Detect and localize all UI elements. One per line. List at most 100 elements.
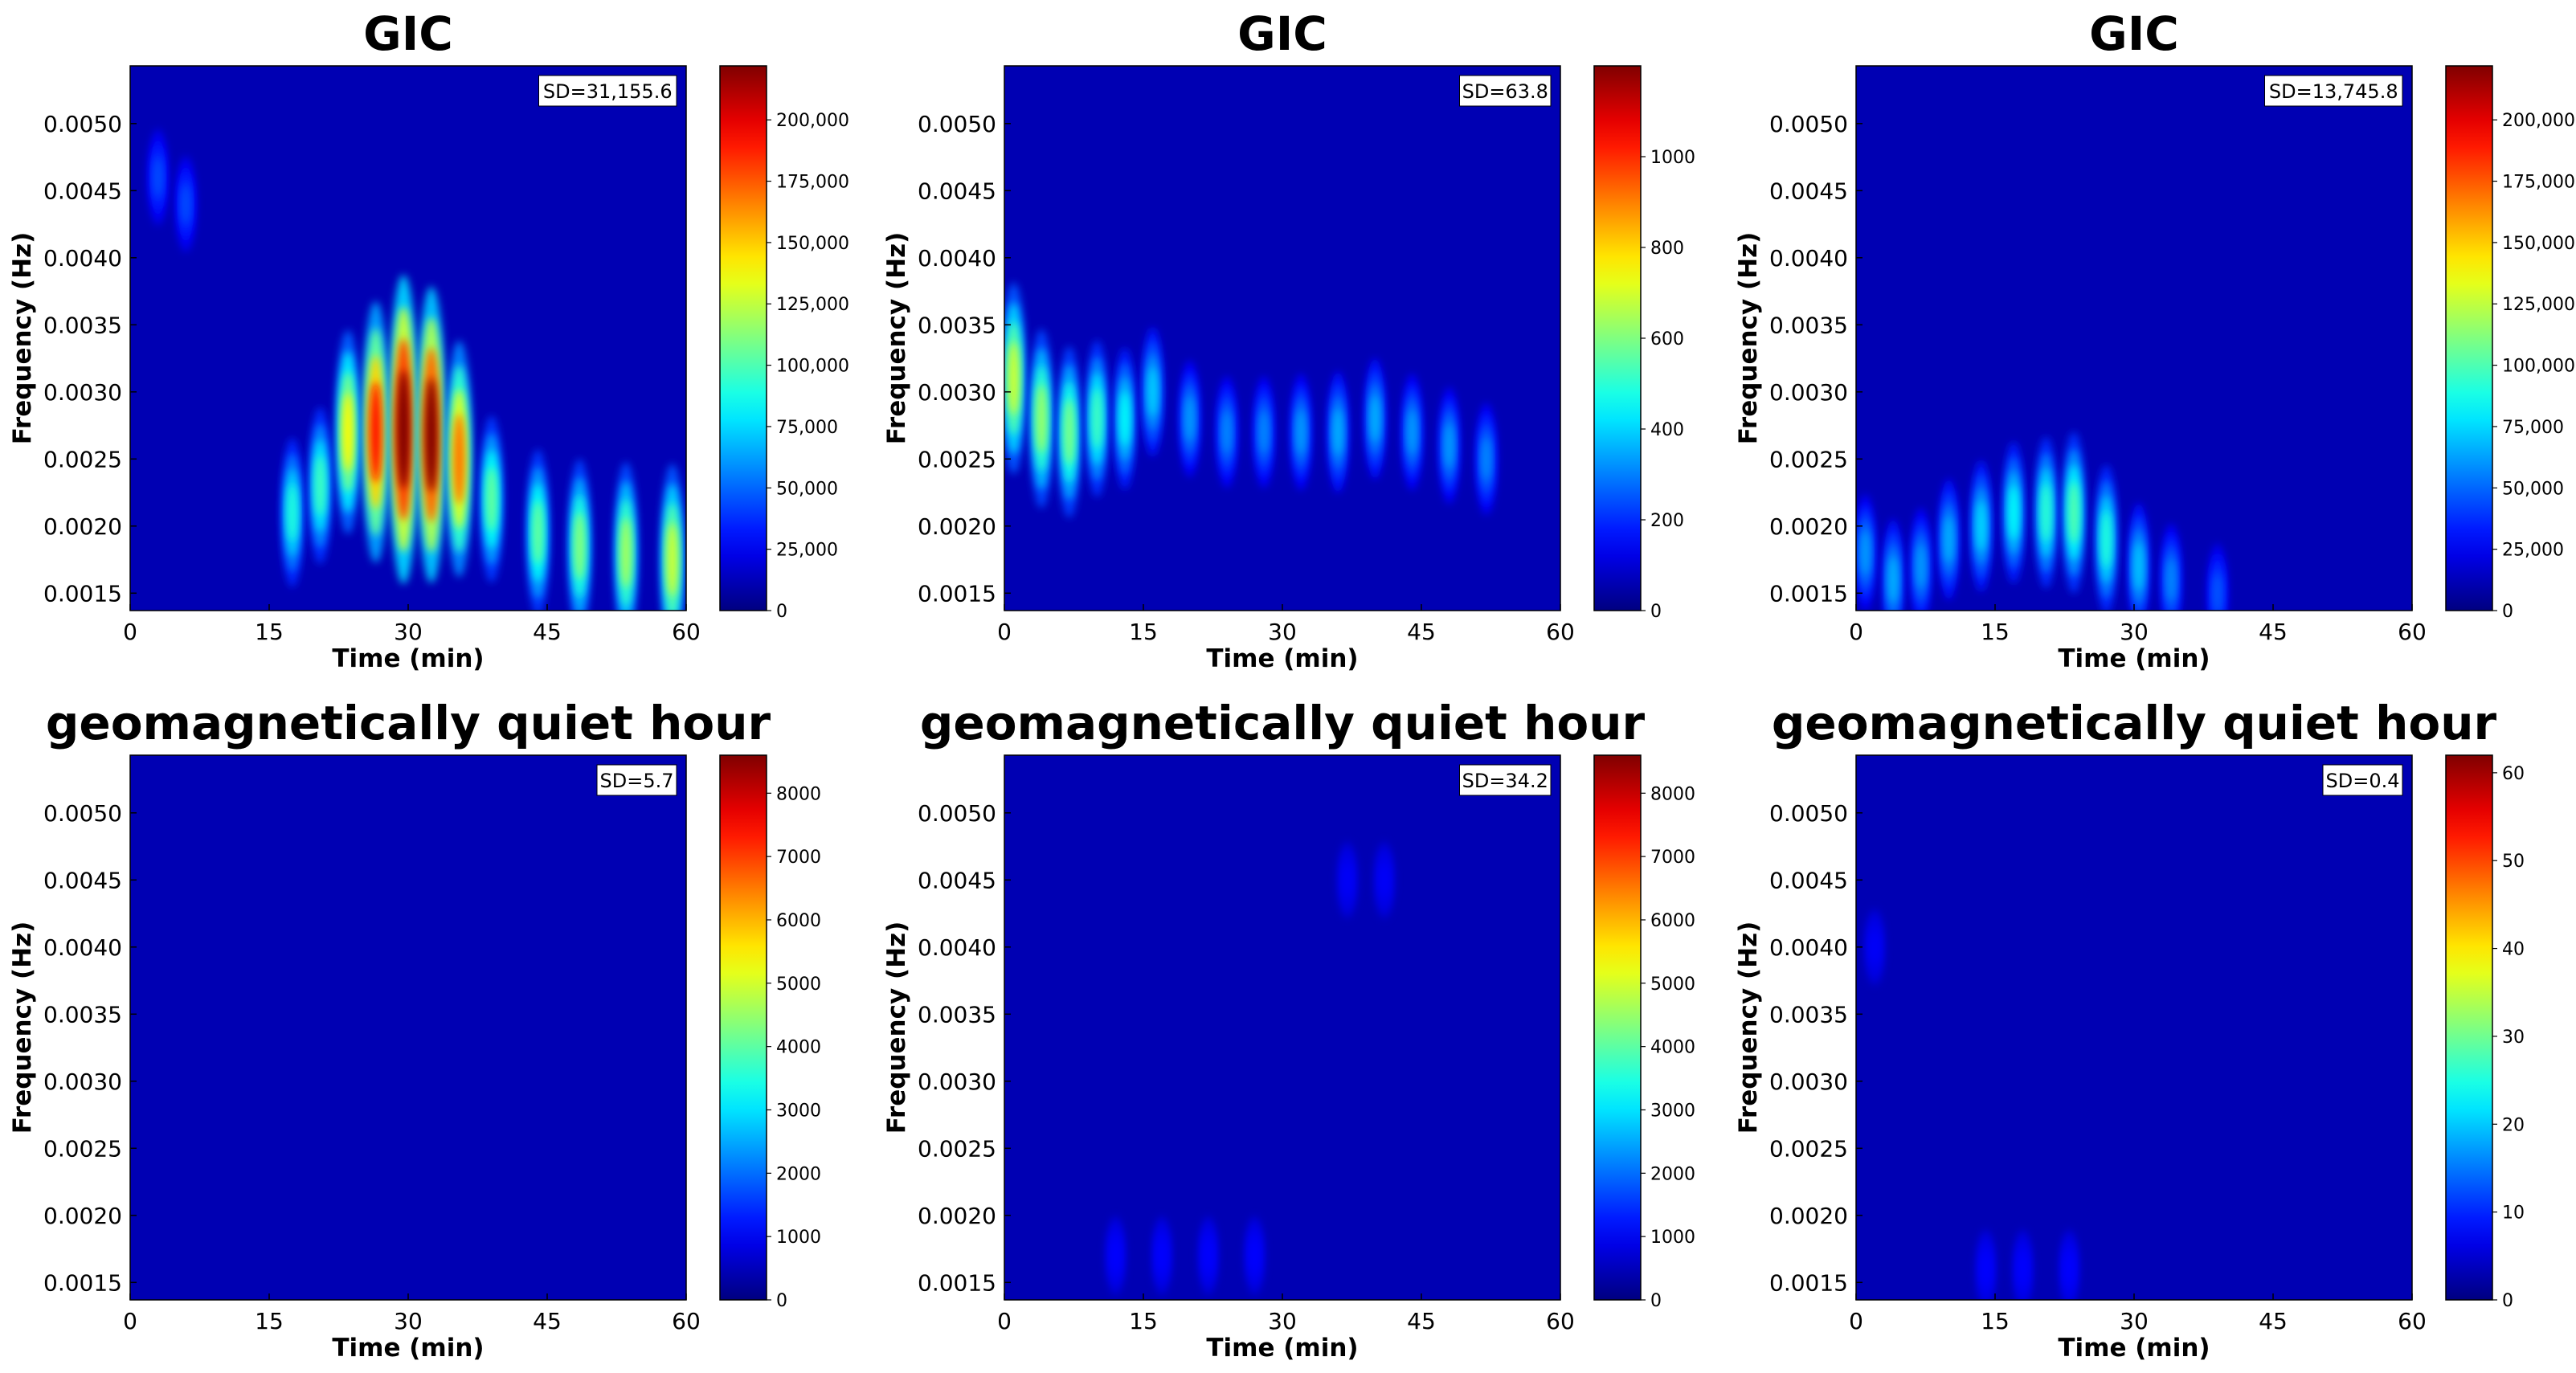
heatmap-blob-8 [2068, 481, 2079, 544]
heatmap-blob-1 [153, 158, 162, 196]
y-tick-label: 0.0020 [918, 513, 996, 540]
y-tick-label: 0.0040 [43, 245, 122, 272]
sd-annotation: SD=34.2 [1462, 770, 1548, 792]
x-tick-label: 60 [2398, 1308, 2427, 1334]
colorbar-tick-label: 40 [2502, 940, 2525, 960]
sd-annotation-box [2322, 764, 2403, 796]
x-axis-label: Time (min) [1206, 644, 1358, 673]
colorbar-tick-label: 75,000 [776, 418, 838, 438]
y-axis-label: Frequency (Hz) [1734, 232, 1763, 445]
colorbar-tick-label: 50,000 [776, 479, 838, 499]
heatmap-blob-6 [1380, 864, 1388, 895]
y-tick-label: 0.0025 [43, 1135, 122, 1162]
heatmap-blob-7 [2041, 483, 2051, 542]
colorbar-tick-label: 2000 [776, 1164, 821, 1184]
colorbar-tick-label: 7000 [776, 848, 821, 868]
colorbar-tick-label: 7000 [1650, 848, 1695, 868]
y-tick-label: 0.0035 [918, 312, 996, 338]
sd-annotation: SD=13,745.8 [2269, 80, 2398, 103]
heatmap-features [1856, 431, 2228, 611]
y-tick-label: 0.0040 [43, 934, 122, 961]
y-tick-label: 0.0040 [918, 934, 996, 961]
y-tick-label: 0.0015 [43, 1269, 122, 1296]
x-axis-label: Time (min) [332, 644, 484, 673]
colorbar-tick-label: 6000 [1650, 911, 1695, 931]
colorbar-tick-label: 4000 [1650, 1038, 1695, 1058]
colorbar-tick-label: 5000 [776, 975, 821, 995]
y-tick-label: 0.0030 [918, 1069, 996, 1095]
colorbar-tick-label: 30 [2502, 1028, 2525, 1048]
heatmap-blob-4 [1250, 1240, 1259, 1271]
heatmap-blob-2 [1888, 556, 1898, 603]
colorbar-tick-label: 4000 [776, 1038, 821, 1058]
colorbar-tick-label: 175,000 [776, 173, 849, 193]
heatmap-blob-10 [1296, 409, 1306, 455]
sd-annotation: SD=63.8 [1462, 80, 1548, 103]
y-tick-label: 0.0030 [1769, 379, 1848, 406]
colorbar-tick-label: 150,000 [2502, 234, 2575, 254]
heatmap-blob-5 [1976, 501, 1986, 552]
y-tick-label: 0.0015 [1769, 580, 1848, 607]
x-tick-label: 30 [394, 619, 423, 645]
heatmap-blob-8 [1222, 411, 1232, 454]
y-axis-label: Frequency (Hz) [1734, 921, 1763, 1134]
y-tick-label: 0.0050 [918, 800, 996, 827]
heatmap-blob-5 [1343, 864, 1351, 895]
colorbar-tick-label: 200 [1650, 511, 1684, 531]
colorbar-tick-label: 10 [2502, 1203, 2525, 1224]
chart-svg: geomagnetically quiet hour SD=5.7 0.0015 0.… [8, 696, 821, 1363]
y-tick-label: 0.0050 [43, 800, 122, 827]
colorbar-tick-label: 125,000 [2502, 295, 2575, 315]
heatmap-blob-3 [287, 484, 297, 541]
heatmap-blob-2 [1157, 1240, 1167, 1271]
y-tick-label: 0.0025 [1769, 446, 1848, 472]
colorbar-tick-label: 50 [2502, 852, 2525, 872]
heatmap-blob-6 [370, 382, 382, 483]
x-tick-label: 15 [1981, 619, 2010, 645]
colorbar-tick-label: 0 [1650, 1291, 1662, 1311]
heatmap-background [130, 755, 686, 1300]
x-tick-label: 45 [2259, 1308, 2288, 1334]
heatmap-blob-7 [1185, 396, 1195, 442]
heatmap-blob-10 [486, 467, 497, 532]
colorbar-tick-label: 1000 [1650, 1228, 1695, 1248]
y-tick-label: 0.0035 [1769, 1001, 1848, 1028]
chart-panel-4: geomagnetically quiet hour SD=5.7 0.0015 0.… [0, 689, 859, 1373]
y-tick-label: 0.0045 [918, 867, 996, 893]
heatmap-blob-9 [2101, 510, 2112, 569]
x-tick-label: 0 [1849, 1308, 1863, 1334]
y-tick-label: 0.0040 [1769, 245, 1848, 272]
colorbar-tick-label: 8000 [776, 784, 821, 804]
chart-title: geomagnetically quiet hour [920, 696, 1646, 750]
heatmap-blob-12 [2213, 574, 2222, 611]
colorbar-tick-label: 5000 [1650, 975, 1695, 995]
x-tick-label: 60 [2398, 619, 2427, 645]
y-axis-label: Frequency (Hz) [8, 921, 37, 1134]
y-tick-label: 0.0050 [1769, 111, 1848, 137]
colorbar-tick-label: 8000 [1650, 784, 1695, 804]
x-tick-label: 60 [1546, 619, 1575, 645]
y-tick-label: 0.0045 [1769, 867, 1848, 893]
heatmap-blob-1 [1860, 530, 1871, 576]
heatmap-blob-4 [2065, 1253, 2074, 1285]
heatmap-blob-11 [533, 501, 543, 566]
colorbar-tick-label: 6000 [776, 911, 821, 931]
y-tick-label: 0.0050 [1769, 800, 1848, 827]
heatmap-blob-4 [315, 456, 325, 517]
x-tick-label: 60 [672, 619, 701, 645]
x-tick-label: 60 [672, 1308, 701, 1334]
y-tick-label: 0.0020 [43, 1203, 122, 1229]
heatmap-blob-4 [1944, 516, 1953, 563]
colorbar-tick-label: 75,000 [2502, 418, 2564, 438]
sd-annotation: SD=5.7 [600, 770, 674, 792]
x-tick-label: 15 [1129, 619, 1158, 645]
chart-panel-2: GIC SD=63.8 0.0015 0.0020 0.0025 0.0030 0.0035… [874, 0, 1733, 684]
colorbar-tick-label: 0 [776, 1291, 787, 1311]
y-tick-label: 0.0035 [918, 1001, 996, 1028]
heatmap-blob-12 [574, 513, 585, 580]
chart-svg: geomagnetically quiet hourSD=34.20.00150… [882, 696, 1695, 1363]
y-tick-label: 0.0050 [918, 111, 996, 137]
y-tick-label: 0.0015 [43, 580, 122, 607]
heatmap-blob-15 [1482, 437, 1491, 481]
sd-annotation: SD=31,155.6 [543, 80, 673, 103]
